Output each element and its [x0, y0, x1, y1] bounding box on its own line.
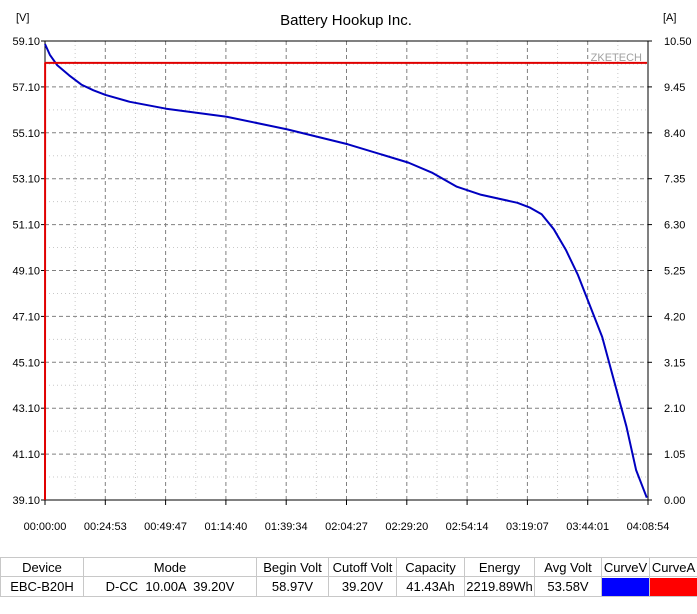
discharge-chart: Battery Hookup Inc. [V] [A] ZKETECH 59.1… — [12, 12, 691, 533]
cell-begin-volt: 58.97V — [256, 576, 329, 597]
y-right-tick-label: 0.00 — [664, 495, 685, 507]
cell-avg-volt: 53.58V — [534, 576, 602, 597]
curve-a-swatch[interactable] — [650, 577, 697, 596]
results-table: Device Mode Begin Volt Cutoff Volt Capac… — [0, 557, 697, 597]
header-cutoff-volt: Cutoff Volt — [328, 557, 397, 577]
x-tick-label: 00:49:47 — [144, 521, 187, 533]
cell-energy: 2219.89Wh — [464, 576, 535, 597]
y-right-tick-label: 5.25 — [664, 266, 685, 278]
x-tick-label: 00:00:00 — [24, 521, 67, 533]
x-tick-label: 02:29:20 — [385, 521, 428, 533]
y-right-tick-label: 7.35 — [664, 174, 685, 186]
y-left-tick-label: 45.10 — [12, 357, 40, 369]
cell-mode: D-CC 10.00A 39.20V — [83, 576, 257, 597]
y-left-tick-label: 57.10 — [12, 82, 40, 94]
cell-curve-v-color[interactable] — [601, 576, 650, 597]
header-energy: Energy — [464, 557, 535, 577]
curvev-series-line — [44, 43, 648, 499]
header-capacity: Capacity — [396, 557, 465, 577]
left-axis-unit: [V] — [16, 12, 29, 24]
header-curve-v: CurveV — [601, 557, 650, 577]
cell-curve-a-color[interactable] — [649, 576, 697, 597]
header-begin-volt: Begin Volt — [256, 557, 329, 577]
y-right-tick-label: 8.40 — [664, 128, 685, 140]
x-tick-label: 02:54:14 — [446, 521, 489, 533]
curve-v-swatch[interactable] — [602, 577, 649, 596]
cell-device: EBC-B20H — [0, 576, 84, 597]
x-tick-label: 01:39:34 — [265, 521, 308, 533]
x-tick-label: 04:08:54 — [627, 521, 670, 533]
y-right-tick-label: 10.50 — [664, 36, 692, 48]
y-right-tick-label: 4.20 — [664, 311, 685, 323]
chart-title: Battery Hookup Inc. — [280, 12, 412, 29]
y-right-tick-label: 9.45 — [664, 82, 685, 94]
header-avg-volt: Avg Volt — [534, 557, 602, 577]
results-header-row: Device Mode Begin Volt Cutoff Volt Capac… — [0, 557, 697, 577]
x-tick-label: 03:44:01 — [566, 521, 609, 533]
axis-ticks: 59.10 57.10 55.10 53.10 51.10 49.10 47.10 45.10… — [12, 36, 691, 533]
y-right-tick-label: 1.05 — [664, 449, 685, 461]
x-tick-label: 01:14:40 — [204, 521, 247, 533]
y-left-tick-label: 59.10 — [12, 36, 40, 48]
header-curve-a: CurveA — [649, 557, 697, 577]
cell-cutoff-volt: 39.20V — [328, 576, 397, 597]
y-left-tick-label: 39.10 — [12, 495, 40, 507]
y-left-tick-label: 41.10 — [12, 449, 40, 461]
results-data-row[interactable]: EBC-B20H D-CC 10.00A 39.20V 58.97V 39.20… — [0, 576, 697, 597]
header-mode: Mode — [83, 557, 257, 577]
y-left-tick-label: 53.10 — [12, 174, 40, 186]
x-tick-label: 02:04:27 — [325, 521, 368, 533]
series — [44, 43, 648, 501]
y-left-tick-label: 43.10 — [12, 403, 40, 415]
curvea-series-line — [44, 61, 648, 501]
grid — [45, 41, 648, 500]
y-right-tick-label: 2.10 — [664, 403, 685, 415]
y-right-tick-label: 3.15 — [664, 357, 685, 369]
y-right-tick-label: 6.30 — [664, 220, 685, 232]
y-left-tick-label: 55.10 — [12, 128, 40, 140]
x-tick-label: 00:24:53 — [84, 521, 127, 533]
right-axis-unit: [A] — [663, 12, 676, 24]
y-left-tick-label: 49.10 — [12, 266, 40, 278]
y-left-tick-label: 51.10 — [12, 220, 40, 232]
x-tick-label: 03:19:07 — [506, 521, 549, 533]
chart-svg: Battery Hookup Inc. [V] [A] ZKETECH 59.1… — [12, 12, 691, 533]
cell-capacity: 41.43Ah — [396, 576, 465, 597]
y-left-tick-label: 47.10 — [12, 311, 40, 323]
watermark: ZKETECH — [591, 52, 642, 64]
header-device: Device — [0, 557, 84, 577]
